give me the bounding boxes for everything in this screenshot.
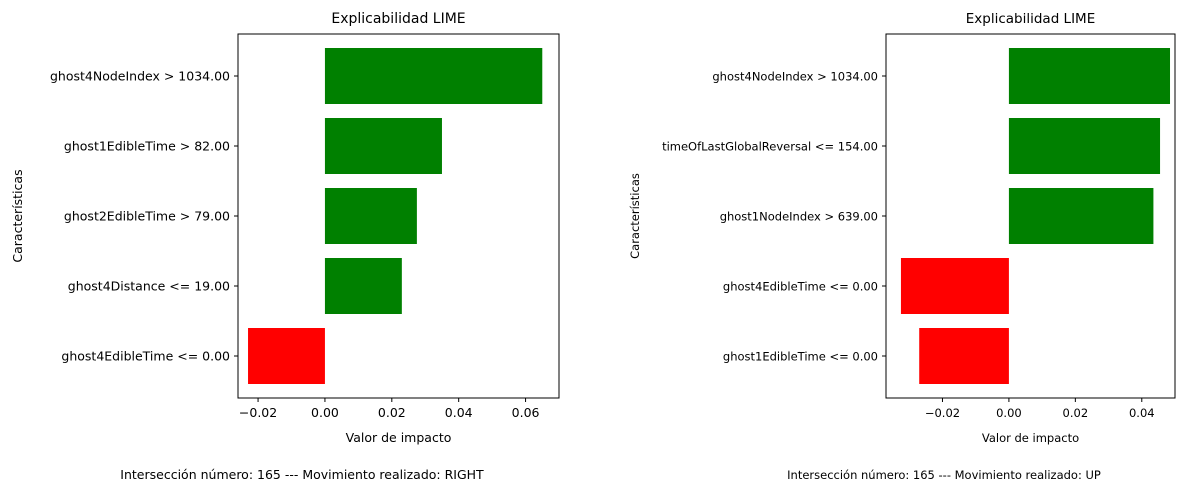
- x-tick-label: 0.04: [1129, 406, 1155, 420]
- chart-title: Explicabilidad LIME: [966, 11, 1096, 27]
- chart-title: Explicabilidad LIME: [331, 11, 465, 27]
- bar-1: [324, 48, 543, 104]
- y-axis-label: Características: [628, 173, 642, 259]
- bar-3: [1008, 188, 1154, 244]
- category-label: ghost2EdibleTime > 79.00: [64, 209, 230, 224]
- category-label: ghost1EdibleTime <= 0.00: [723, 350, 878, 364]
- bar-3: [324, 188, 417, 244]
- x-tick-label: 0.00: [311, 405, 339, 420]
- chart-caption: Intersección número: 165 --- Movimiento …: [787, 468, 1101, 482]
- bar-4: [324, 258, 402, 314]
- bar-1: [1008, 48, 1171, 104]
- x-tick-label: −0.02: [925, 406, 960, 420]
- bar-2: [1008, 118, 1161, 174]
- x-axis-label: Valor de impacto: [982, 431, 1079, 445]
- bar-4: [900, 258, 1009, 314]
- bar-2: [324, 118, 442, 174]
- category-label: ghost4NodeIndex > 1034.00: [712, 70, 878, 84]
- category-label: ghost4EdibleTime <= 0.00: [723, 280, 878, 294]
- chart-panel-2: ghost4NodeIndex > 1034.00 timeOfLastGloba…: [628, 11, 1176, 482]
- x-axis-label: Valor de impacto: [346, 430, 452, 445]
- category-label: ghost4NodeIndex > 1034.00: [50, 69, 230, 84]
- x-tick-label: 0.02: [1063, 406, 1089, 420]
- chart-caption: Intersección número: 165 --- Movimiento …: [120, 467, 484, 482]
- category-label: ghost4Distance <= 19.00: [68, 279, 230, 294]
- category-label: ghost4EdibleTime <= 0.00: [61, 349, 230, 364]
- x-tick-label: −0.02: [239, 405, 277, 420]
- bar-5: [919, 328, 1009, 384]
- x-tick-label: 0.02: [378, 405, 406, 420]
- bar-5: [248, 328, 325, 384]
- category-label: timeOfLastGlobalReversal <= 154.00: [662, 140, 878, 154]
- x-tick-label: 0.00: [996, 406, 1022, 420]
- chart-panel-1: ghost4NodeIndex > 1034.00 ghost1EdibleTim…: [10, 11, 560, 482]
- category-label: ghost1EdibleTime > 82.00: [64, 139, 230, 154]
- x-tick-label: 0.06: [512, 405, 540, 420]
- category-label: ghost1NodeIndex > 639.00: [720, 210, 878, 224]
- x-tick-label: 0.04: [445, 405, 473, 420]
- y-axis-label: Características: [10, 169, 25, 262]
